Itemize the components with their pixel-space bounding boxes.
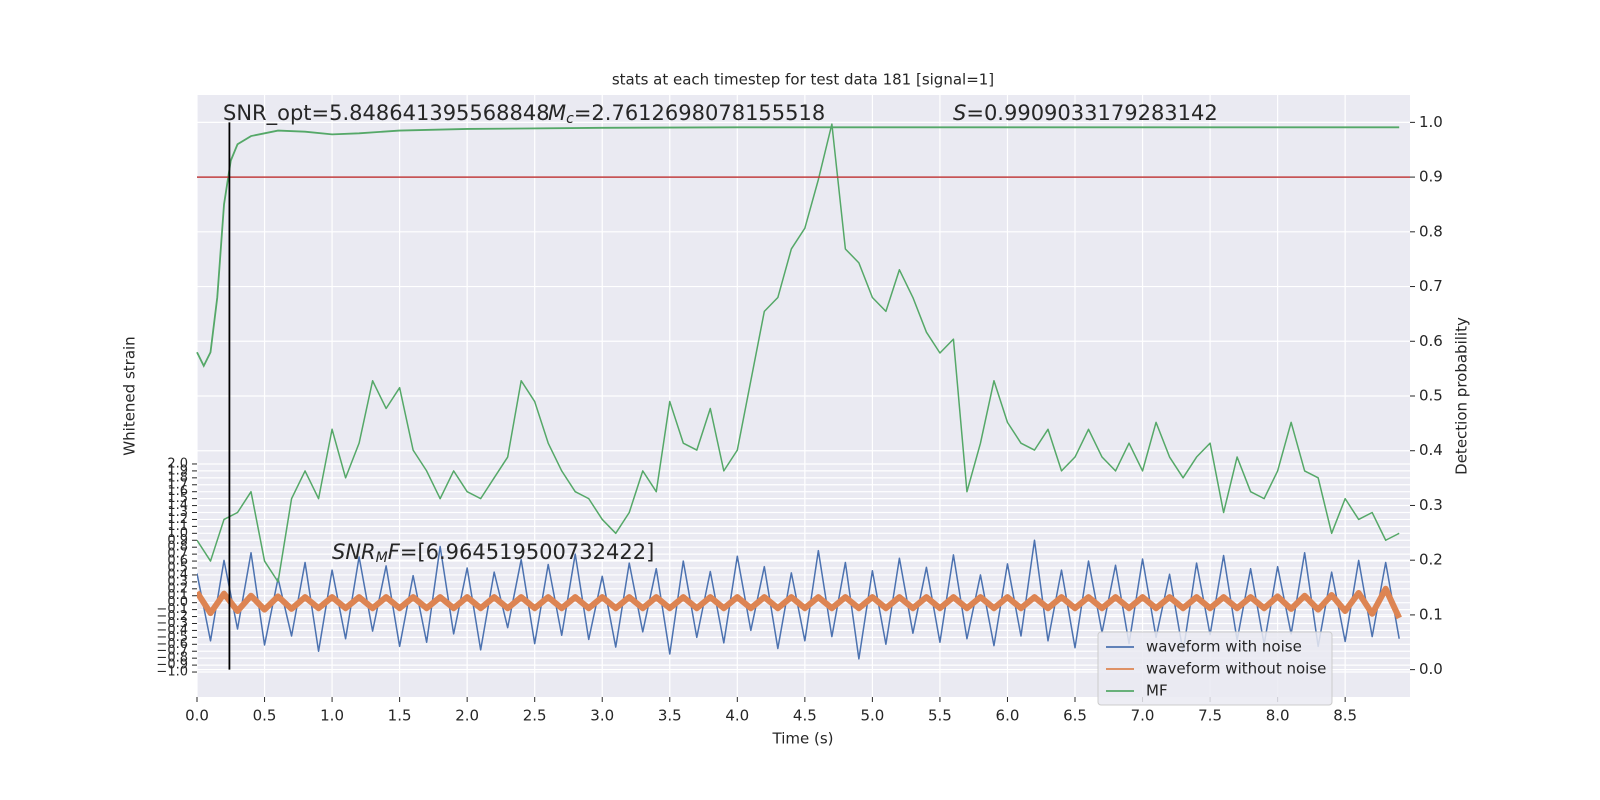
annotation-text: =0.9909033179283142 xyxy=(966,101,1217,125)
annotation-text: SNR xyxy=(332,540,376,564)
legend: waveform with noise waveform without nois… xyxy=(1097,631,1333,706)
series-line xyxy=(197,585,1402,620)
series-line xyxy=(197,123,1400,583)
annotation-text: M xyxy=(376,550,388,566)
chart-title: stats at each timestep for test data 181… xyxy=(612,71,994,89)
y-tick-label: −0.2 xyxy=(156,609,188,624)
y-tick-label: 1.8 xyxy=(167,470,188,485)
x-tick-label: 2.5 xyxy=(523,707,547,725)
y2-tick-label: 0.2 xyxy=(1419,551,1443,569)
y-tick-label: 1.6 xyxy=(167,484,188,499)
y2-tick-label: 0.4 xyxy=(1419,441,1443,459)
y-tick-label: 1.7 xyxy=(167,477,188,492)
x-tick-label: 1.0 xyxy=(320,707,344,725)
x-axis-label: Time (s) xyxy=(772,730,834,748)
series-line xyxy=(197,539,1400,660)
x-tick-label: 7.5 xyxy=(1198,707,1222,725)
y-tick-label: 0.5 xyxy=(167,561,188,576)
y-tick-label: 1.4 xyxy=(167,498,188,513)
probability-line xyxy=(196,126,1400,368)
annotation-text: =[6.964519500732422] xyxy=(400,540,654,564)
marks xyxy=(196,122,1410,670)
y2-tick-label: 0.9 xyxy=(1419,168,1443,186)
x-tick-label: 8.5 xyxy=(1333,707,1357,725)
x-tick-label: 3.0 xyxy=(590,707,614,725)
y-tick-label: 0.7 xyxy=(167,547,188,562)
y2-tick-label: 0.3 xyxy=(1419,496,1443,514)
y-tick-label: 0.9 xyxy=(167,533,188,548)
legend-label: waveform with noise xyxy=(1146,638,1302,656)
x-tick-label: 1.5 xyxy=(388,707,412,725)
y-tick-label: 0.2 xyxy=(167,581,188,596)
annotation-text: S xyxy=(953,101,966,125)
y-tick-label: −0.8 xyxy=(156,651,188,666)
y-tick-label: 0.4 xyxy=(167,567,188,582)
y-tick-label: 0.0 xyxy=(167,595,188,610)
y-tick-label: 2.0 xyxy=(167,456,188,471)
y-tick-label: −0.7 xyxy=(156,644,188,659)
y-tick-label: 1.0 xyxy=(167,526,188,541)
annotation: S=0.9909033179283142 xyxy=(953,101,1218,125)
x-tick-label: 7.0 xyxy=(1131,707,1155,725)
x-tick-label: 4.5 xyxy=(793,707,817,725)
y-tick-label: 0.8 xyxy=(167,540,188,555)
y-tick-label: −0.4 xyxy=(156,623,188,638)
x-tick-label: 8.0 xyxy=(1266,707,1290,725)
legend-box xyxy=(1097,631,1333,706)
y-tick-label: −0.9 xyxy=(156,658,188,673)
legend-label: MF xyxy=(1146,682,1168,700)
x-tick-label: 4.0 xyxy=(725,707,749,725)
y2-tick-label: 1.0 xyxy=(1419,113,1443,131)
y-tick-label: 1.9 xyxy=(167,463,188,478)
x-tick-label: 2.0 xyxy=(455,707,479,725)
y-tick-label: 0.6 xyxy=(167,554,188,569)
y-axis-label: Whitened strain xyxy=(121,336,139,455)
legend-label: waveform without noise xyxy=(1146,660,1326,678)
y2-axis-label: Detection probability xyxy=(1453,317,1471,475)
y-tick-label: 1.5 xyxy=(167,491,188,506)
annotation-text: SNR_opt=5.848641395568848 xyxy=(223,101,550,126)
labels: 0.0 0.5 1.0 1.5 2.0 2.5 3.0 3.5 4.0 4.5 5.0 5.5 6.0 6… xyxy=(156,113,1442,725)
x-tick-label: 5.5 xyxy=(928,707,952,725)
x-tick-label: 0.0 xyxy=(185,707,209,725)
y-tick-label: −0.5 xyxy=(156,630,188,645)
x-tick-label: 5.0 xyxy=(860,707,884,725)
y-tick-label: 0.1 xyxy=(167,588,188,603)
y-tick-label: −0.6 xyxy=(156,637,188,652)
y-tick-label: 1.2 xyxy=(167,512,188,527)
annotation: Mc=2.7612698078155518 xyxy=(548,101,825,127)
y2-tick-label: 0.1 xyxy=(1419,605,1443,623)
y2-tick-label: 0.6 xyxy=(1419,332,1443,350)
annotation-text: c xyxy=(566,111,574,127)
y2-tick-label: 0.0 xyxy=(1419,660,1443,678)
annotation: SNRMF=[6.964519500732422] xyxy=(332,540,654,566)
y2-tick-label: 0.7 xyxy=(1419,277,1443,295)
annotation-text: M xyxy=(548,101,566,125)
y-tick-label: 0.3 xyxy=(167,574,188,589)
y-tick-label: −0.3 xyxy=(156,616,188,631)
x-tick-label: 6.0 xyxy=(996,707,1020,725)
annotation: SNR_opt=5.848641395568848 xyxy=(223,101,550,126)
y-tick-label: 1.3 xyxy=(167,505,188,520)
y2-tick-label: 0.5 xyxy=(1419,387,1443,405)
y-tick-label: −0.1 xyxy=(156,602,188,617)
y-tick-label: −1.0 xyxy=(156,665,188,680)
annotation-text: F xyxy=(388,540,401,564)
x-tick-label: 6.5 xyxy=(1063,707,1087,725)
y2-tick-label: 0.8 xyxy=(1419,222,1443,240)
x-tick-label: 3.5 xyxy=(658,707,682,725)
x-tick-label: 0.5 xyxy=(253,707,277,725)
y-tick-label: 1.1 xyxy=(167,519,188,534)
annotation-text: =2.7612698078155518 xyxy=(574,101,825,125)
